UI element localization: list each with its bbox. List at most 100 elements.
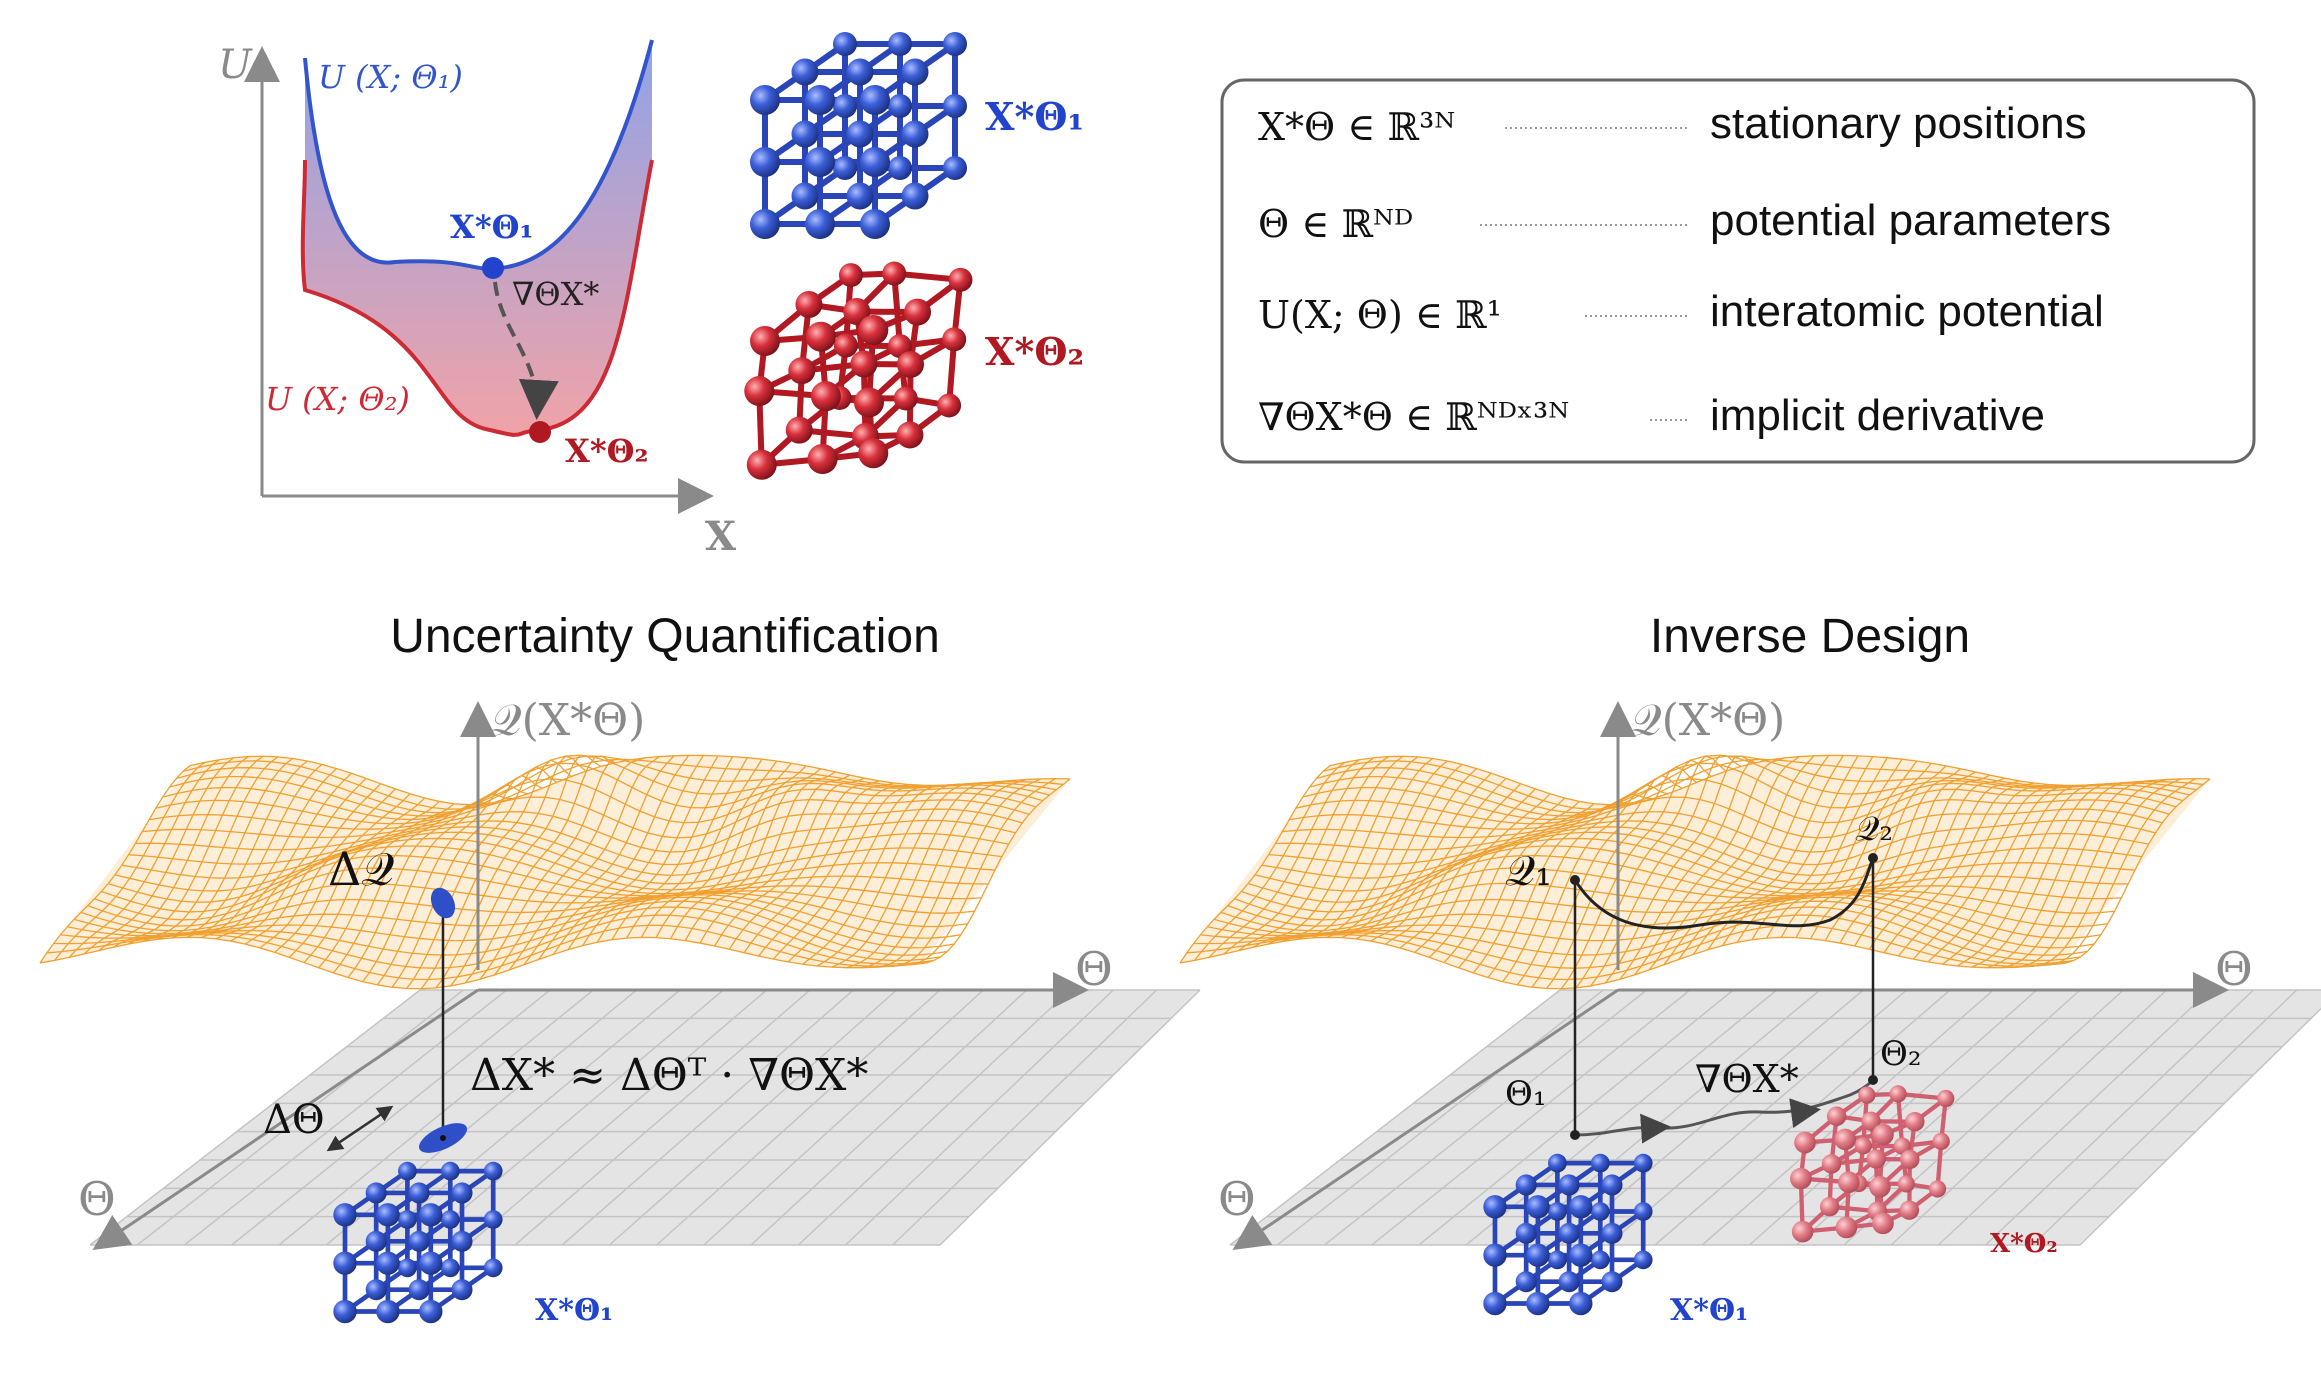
id-theta2-point [1868,1075,1878,1085]
plane-grid-line [514,989,811,1246]
surface-wire [699,774,851,944]
crystal-atom [1821,1154,1842,1174]
uq-delta-theta-label: ΔΘ [263,1097,325,1143]
plane-grid-line [1371,989,1691,1246]
crystal-atom [1483,1195,1507,1219]
crystal-atom [1900,1149,1920,1170]
crystal-atom [451,1279,473,1301]
crystal-atom [846,182,874,210]
surface-wire [1927,784,2079,963]
crystal-atom [1515,1271,1537,1293]
plane-grid-line [1465,989,1778,1246]
surface-wire [1707,755,1859,951]
surface-wire [1326,768,1478,938]
plane-grid-line [1323,989,1648,1246]
crystal-atom [901,120,929,148]
crystal-atom [846,58,874,86]
surface-wire [596,757,748,943]
surface-wire [2015,778,2167,968]
crystal-atom [948,267,973,292]
surface-wire [1736,757,1888,943]
crystal-atom [805,209,835,239]
surface-wire [1766,760,1918,939]
surface-wire [684,771,836,941]
crystal-atom [365,1182,387,1204]
surface-wire [2030,778,2181,967]
plane-grid-line [1748,989,2038,1246]
crystal-atom [398,1258,417,1278]
legend-symbol-1: X*Θ ∈ ℝ³ᴺ [1258,105,1455,149]
legend-symbol-3: U(X; Θ) ∈ ℝ¹ [1258,293,1502,337]
surface-wire [1399,793,1551,949]
plane-grid-line [89,989,421,1246]
uq-equation: ΔX* ≈ ΔΘᵀ · ∇ΘX* [470,1050,868,1101]
minimum-theta1 [482,257,504,279]
uq-response-surface [39,754,1071,990]
surface-wire [772,784,924,960]
surface-wire [1267,756,1419,945]
crystal-atom [833,94,857,118]
min2-label: X*Θ₂ [565,432,648,470]
surface-wire [1868,780,2020,950]
surface-wire [1443,803,1595,963]
crystal-atom [843,298,871,326]
crystal-atom [333,1203,357,1227]
crystal-atom [1526,1291,1550,1316]
plane-grid-line [561,989,854,1246]
crystal-atom [750,326,780,356]
surface-wire [142,757,294,943]
crystal-atom [1590,1250,1610,1270]
surface-wire [1311,763,1463,939]
crystal-atom [901,58,929,86]
gradient-arrow [493,281,559,420]
surface-wire [1370,783,1522,942]
id-gradient-label: ∇ΘX* [1695,1057,1799,1101]
surface-wire [640,762,792,938]
surface-wire [288,800,440,958]
crystal-atom [1483,1291,1507,1316]
crystal-atom [888,156,912,180]
crystal-atom [1872,1212,1894,1235]
crystal-atom [1838,1171,1860,1194]
crystal-atom [408,1182,430,1204]
crystal-atom [1826,1106,1847,1126]
crystal-atom [333,1299,357,1324]
crystal-atom [1601,1271,1623,1293]
crystal-atom [942,327,967,352]
crystal-atom [1558,1271,1580,1293]
curve-theta2 [300,159,654,437]
surface-wire [274,797,426,953]
id-theta-axis-left [1232,988,1619,1251]
crystal-atom [1872,1123,1894,1146]
crystal-atom [440,1258,460,1278]
surface-wire [2001,779,2152,969]
plane-grid-line [183,989,508,1246]
id-response-surface [1179,754,2211,990]
surface-wire [1795,765,1947,938]
plane-grid-line [136,989,464,1246]
crystal-atom [1558,1222,1580,1244]
surface-wire [347,801,499,978]
min1-label: X*Θ₁ [450,208,533,246]
crystal-atom [1790,1167,1812,1190]
crystal-atom [805,147,835,177]
surface-wire [1341,772,1492,939]
id-red-crystal-icon [1790,1085,1955,1243]
surface-wire [98,756,250,952]
curve1-label: U (X; Θ₁) [318,58,463,96]
crystal-atom [1819,1196,1840,1217]
crystal-atom [1569,1243,1593,1267]
plane-grid-line [703,989,984,1246]
surface-wire [1458,804,1610,969]
crystal-atom [408,1230,430,1252]
plane-grid-line [2079,1007,2321,1246]
uq-blue-crystal-icon [333,1161,503,1324]
crystal-atom [807,444,838,475]
crystal-atom [1515,1222,1537,1244]
crystal-atom [1515,1174,1537,1196]
crystal-atom [376,1203,400,1227]
surface-wire [479,757,631,980]
surface-wire [1531,774,1683,988]
crystal-atom [1590,1153,1610,1173]
surface-wire [1942,784,2093,965]
